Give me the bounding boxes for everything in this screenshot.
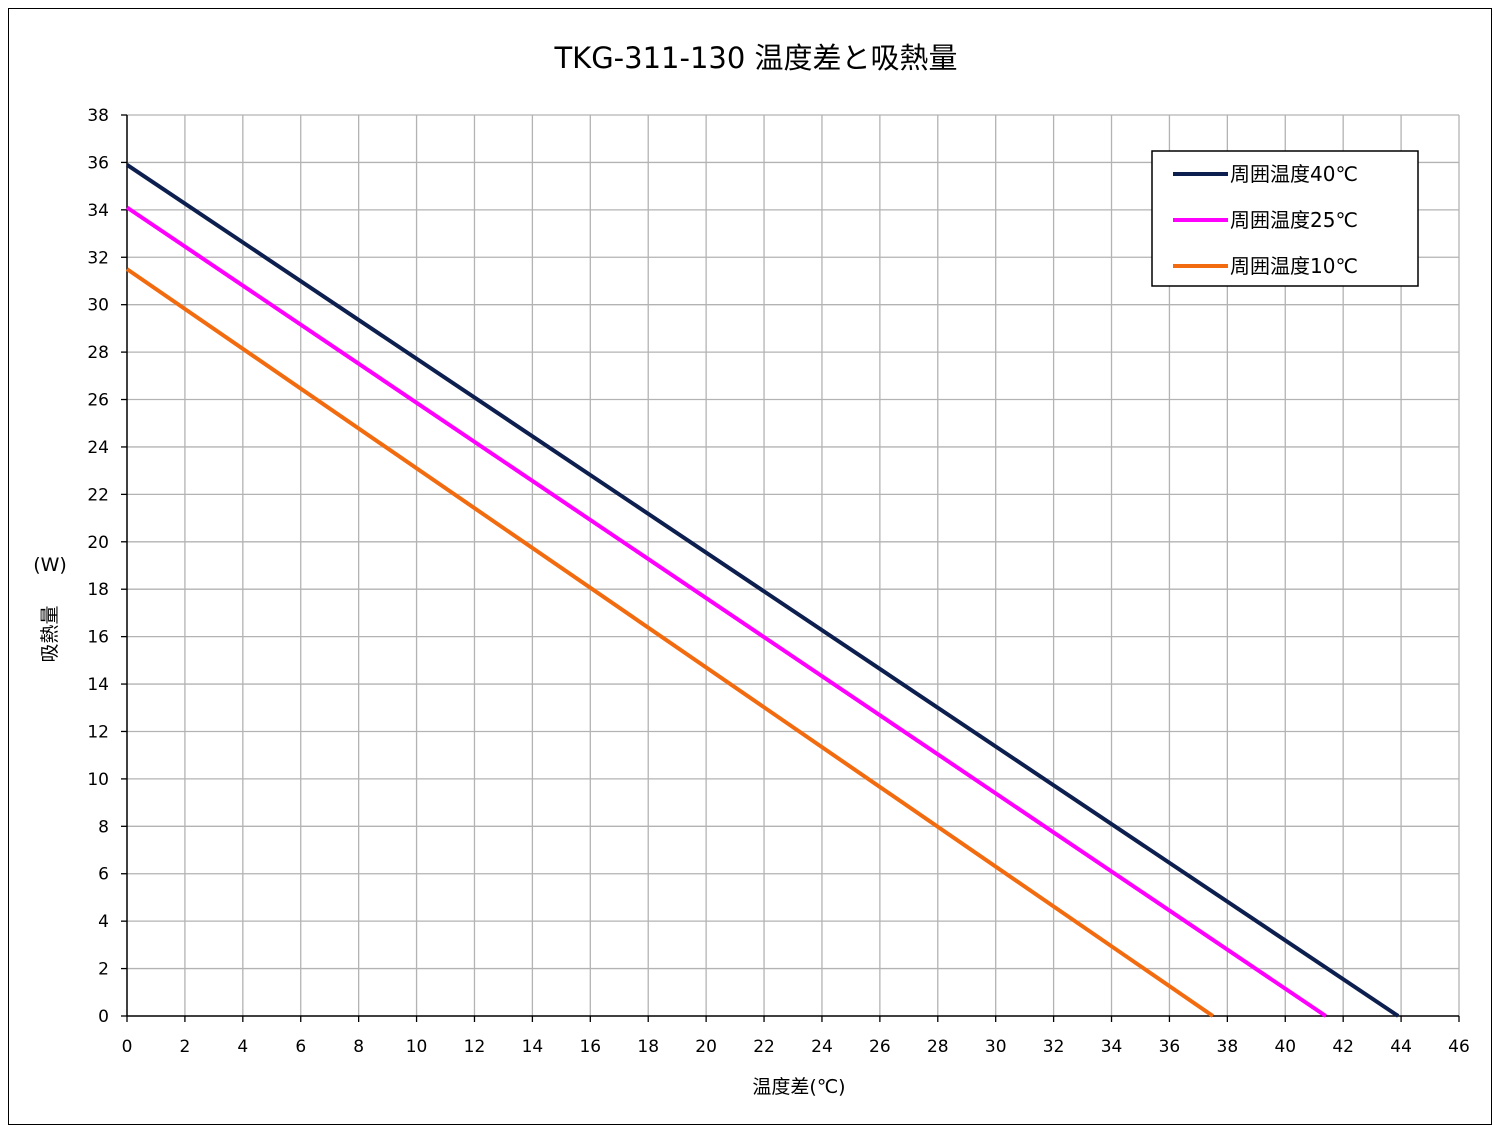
- y-tick-label: 2: [98, 960, 109, 980]
- y-tick-label: 22: [87, 485, 109, 505]
- x-tick-label: 30: [985, 1037, 1007, 1057]
- series-line-3: [125, 267, 1215, 1018]
- x-tick-label: 12: [464, 1037, 486, 1057]
- y-tick-label: 24: [87, 438, 109, 458]
- y-tick-label: 18: [87, 580, 109, 600]
- x-tick-label: 4: [237, 1037, 248, 1057]
- y-tick-label: 30: [87, 296, 109, 316]
- chart-title: TKG-311-130 温度差と吸熱量: [553, 41, 957, 75]
- y-tick-label: 16: [87, 628, 109, 648]
- x-tick-label: 32: [1043, 1037, 1065, 1057]
- x-tick-label: 22: [753, 1037, 775, 1057]
- x-tick-label: 28: [927, 1037, 949, 1057]
- y-tick-label: 32: [87, 248, 109, 268]
- x-tick-label: 14: [522, 1037, 544, 1057]
- x-axis-label: 温度差(℃): [752, 1076, 845, 1098]
- y-tick-label: 20: [87, 533, 109, 553]
- y-tick-label: 12: [87, 722, 109, 742]
- x-tick-label: 40: [1274, 1037, 1296, 1057]
- series-line-1: [125, 163, 1400, 1018]
- y-axis-unit-label: (W): [33, 554, 67, 576]
- y-tick-label: 26: [87, 391, 109, 411]
- y-tick-label: 34: [87, 201, 109, 221]
- x-tick-label: 38: [1217, 1037, 1239, 1057]
- y-tick-label: 14: [87, 675, 109, 695]
- x-tick-label: 8: [353, 1037, 364, 1057]
- x-tick-label: 16: [579, 1037, 601, 1057]
- x-tick-label: 34: [1101, 1037, 1123, 1057]
- x-tick-label: 36: [1159, 1037, 1181, 1057]
- legend: 周囲温度40℃ 周囲温度25℃ 周囲温度10℃: [1151, 150, 1419, 287]
- x-tick-label: 10: [406, 1037, 428, 1057]
- legend-label-3: 周囲温度10℃: [1230, 254, 1358, 278]
- y-tick-label: 10: [87, 770, 109, 790]
- y-tick-label: 28: [87, 343, 109, 363]
- x-tick-label: 24: [811, 1037, 833, 1057]
- x-tick-label: 2: [179, 1037, 190, 1057]
- y-tick-label: 0: [98, 1007, 109, 1027]
- x-tick-label: 0: [122, 1037, 133, 1057]
- legend-label-1: 周囲温度40℃: [1230, 162, 1358, 186]
- x-tick-label: 46: [1448, 1037, 1470, 1057]
- legend-label-2: 周囲温度25℃: [1230, 208, 1358, 232]
- x-tick-label: 18: [637, 1037, 659, 1057]
- x-tick-label: 6: [295, 1037, 306, 1057]
- series-lines: [125, 163, 1400, 1018]
- x-tick-label: 44: [1390, 1037, 1412, 1057]
- series-line-2: [125, 205, 1327, 1018]
- x-tick-label: 26: [869, 1037, 891, 1057]
- y-axis-label: 吸熱量: [39, 605, 61, 662]
- y-tick-label: 36: [87, 153, 109, 173]
- y-tick-label: 6: [98, 865, 109, 885]
- y-tick-label: 4: [98, 912, 109, 932]
- x-tick-label: 20: [695, 1037, 717, 1057]
- x-tick-label: 42: [1332, 1037, 1354, 1057]
- y-tick-label: 38: [87, 106, 109, 126]
- y-tick-label: 8: [98, 817, 109, 837]
